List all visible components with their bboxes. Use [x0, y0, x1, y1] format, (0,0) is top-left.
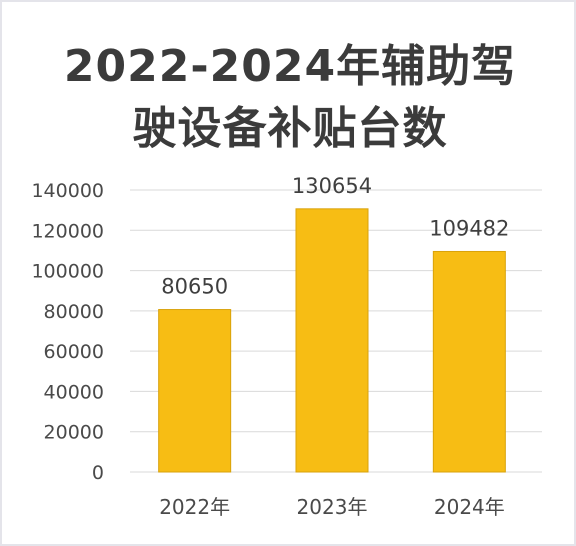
y-tick-label: 40000: [44, 381, 104, 403]
data-labels: 80650 130654 109482: [161, 174, 509, 299]
bars: [158, 208, 506, 473]
y-tick-label: 0: [92, 462, 104, 484]
y-axis-tick-labels: 0 20000 40000 60000 80000 100000 120000 140000: [31, 180, 104, 484]
y-tick-label: 120000: [31, 220, 104, 242]
chart-title-line-1: 2022-2024年辅助驾: [63, 41, 517, 92]
bar-2023年: [295, 208, 369, 473]
x-category-label: 2023年: [297, 495, 368, 519]
x-category-label: 2024年: [434, 495, 505, 519]
data-label: 109482: [429, 216, 509, 240]
x-axis-category-labels: 2022年 2023年 2024年: [159, 495, 505, 519]
y-tick-label: 100000: [31, 261, 104, 283]
bar-2024年: [432, 250, 506, 473]
x-category-label: 2022年: [159, 495, 230, 519]
bar-2022年: [158, 309, 232, 473]
data-label: 80650: [161, 275, 228, 299]
data-label: 130654: [292, 174, 372, 198]
y-tick-label: 20000: [44, 422, 104, 444]
y-tick-label: 60000: [44, 341, 104, 363]
chart-title-line-2: 驶设备补贴台数: [132, 103, 448, 154]
y-tick-label: 140000: [31, 180, 104, 202]
y-tick-label: 80000: [44, 301, 104, 323]
